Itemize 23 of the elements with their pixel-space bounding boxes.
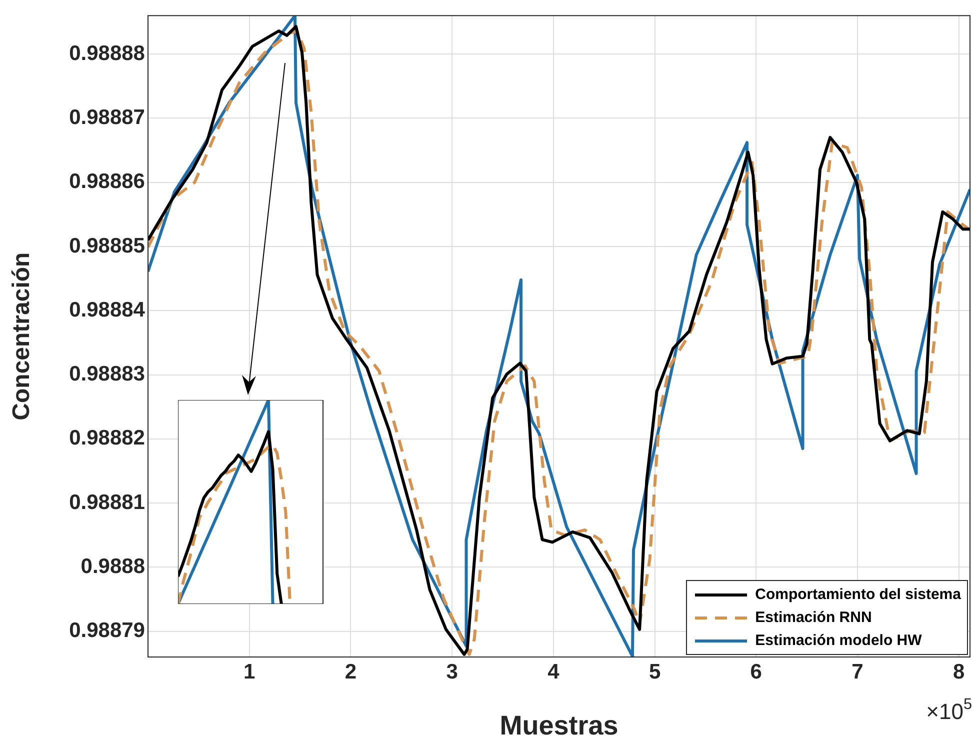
y-tick-label: 0.98882 [69,426,145,450]
x-tick-label: 6 [750,660,762,684]
x-tick-label: 8 [953,660,966,684]
x-tick-label: 3 [446,660,458,684]
y-tick-label: 0.98888 [69,42,146,65]
x-tick-label: 2 [344,660,357,684]
y-tick-label: 0.98885 [69,234,146,258]
legend-label: Estimación RNN [755,609,872,626]
legend-label: Comportamiento del sistema [755,586,961,603]
x-tick-label: 5 [648,660,661,684]
y-tick-label: 0.98879 [69,619,145,642]
x-axis-title: Muestras [500,710,618,740]
x-tick-label: 1 [244,660,256,684]
y-tick-label: 0.9888 [80,555,146,578]
legend-label: Estimación modelo HW [755,632,922,649]
y-tick-label: 0.98883 [69,362,145,386]
y-tick-label: 0.98881 [69,490,146,514]
y-axis-title: Concentración [8,252,36,420]
x-tick-label: 4 [548,660,560,684]
y-tick-label: 0.98886 [69,170,145,194]
y-tick-label: 0.98884 [69,298,146,322]
y-tick-label: 0.98887 [69,106,145,130]
x-tick-label: 7 [852,660,864,684]
